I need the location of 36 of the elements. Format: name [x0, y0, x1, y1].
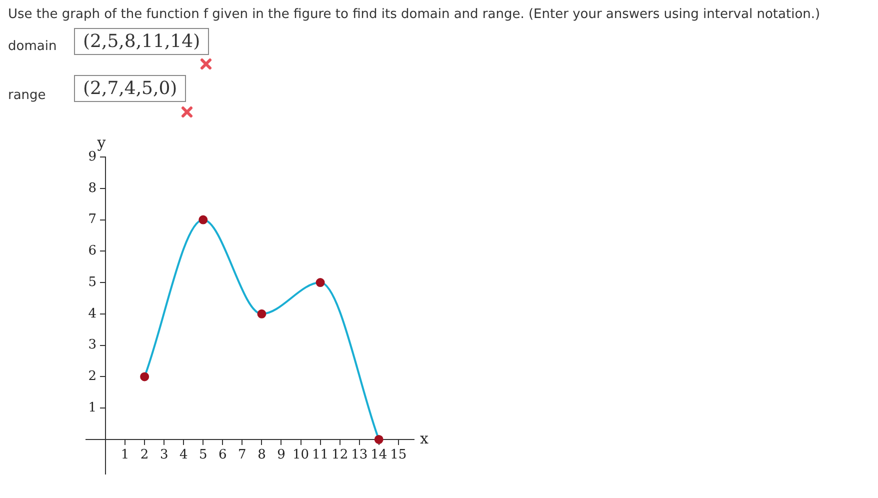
- x-tick-label: 8: [258, 448, 266, 463]
- x-tick-label: 15: [390, 448, 407, 463]
- y-tick-label: 5: [88, 274, 97, 290]
- x-tick-label: 12: [332, 448, 348, 463]
- x-tick-label: 13: [351, 448, 368, 463]
- x-tick-label: 1: [120, 448, 130, 463]
- text: range: [8, 88, 46, 103]
- y-axis-title: y: [96, 133, 106, 152]
- y-tick-label: 8: [88, 180, 97, 196]
- x-tick-label: 10: [292, 448, 310, 463]
- y-tick-label: 1: [88, 400, 97, 416]
- text: (2,7,4,5,0): [74, 75, 186, 102]
- y-tick-label: 6: [88, 244, 97, 259]
- x-tick-label: 4: [179, 448, 188, 463]
- y-tick-label: 7: [88, 212, 97, 228]
- point: [140, 372, 150, 382]
- y-tick-label: 3: [88, 338, 97, 353]
- y-tick-label: 9: [88, 149, 97, 164]
- x-tick-label: 7: [238, 448, 246, 463]
- point: [374, 434, 384, 444]
- text: (2,5,8,11,14): [74, 28, 210, 55]
- x-tick-label: 11: [312, 448, 329, 463]
- point: [257, 309, 266, 318]
- text: Use the graph of the function f given in the figure to find its domain and range. (Enter your answers using interval notation.): [8, 7, 820, 22]
- x-tick-label: 6: [218, 448, 227, 463]
- x-tick-label: 3: [160, 448, 168, 463]
- x-tick-label: 2: [140, 448, 149, 463]
- x-tick-label: 14: [370, 448, 388, 463]
- text: domain: [8, 39, 57, 54]
- point: [198, 215, 208, 224]
- y-tick-label: 4: [88, 306, 97, 322]
- y-tick-label: 2: [88, 369, 97, 384]
- x-tick-label: 5: [199, 448, 208, 463]
- point: [316, 278, 325, 288]
- x-tick-label: 9: [277, 448, 286, 463]
- x-axis-title: x: [420, 429, 429, 448]
